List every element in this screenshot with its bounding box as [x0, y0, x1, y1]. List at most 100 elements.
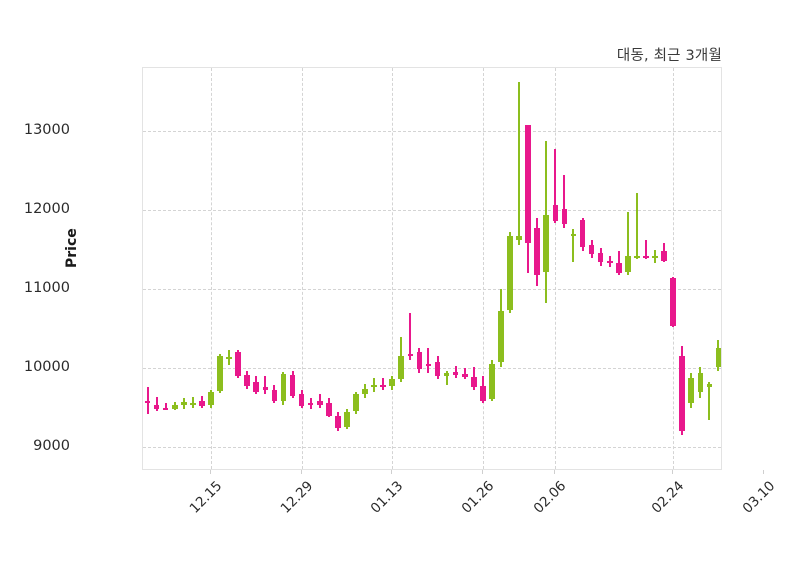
- candle-wick: [427, 347, 430, 373]
- y-tick-label: 13000: [23, 122, 70, 139]
- gridline-y-11000: [143, 289, 721, 291]
- candle-body: [588, 245, 595, 255]
- candle-body: [362, 388, 368, 394]
- y-tick-label: 11000: [23, 280, 70, 297]
- candle-body: [226, 357, 232, 360]
- candle-body: [480, 386, 486, 401]
- candle-body: [597, 252, 604, 263]
- candle-body: [697, 373, 704, 392]
- candle-body: [688, 377, 695, 404]
- candle-body: [498, 311, 504, 362]
- gridline-y-9000: [143, 447, 721, 449]
- candle-body: [262, 387, 269, 391]
- candle-body: [606, 260, 613, 264]
- candle-body: [516, 235, 522, 241]
- candle-body: [715, 347, 721, 367]
- candle-body: [389, 379, 396, 387]
- candle-body: [162, 407, 169, 410]
- candle-body: [144, 401, 151, 404]
- x-tick-mark: [481, 470, 483, 474]
- candle-body: [316, 401, 323, 405]
- candle-wick: [563, 175, 566, 228]
- gridline-x-01.13: [392, 68, 394, 469]
- x-tick-label: 01.13: [367, 478, 407, 517]
- candle-body: [271, 390, 278, 402]
- candle-body: [289, 374, 296, 396]
- x-tick-label: 03.10: [739, 478, 779, 517]
- candle-body: [625, 256, 631, 272]
- gridline-y-12000: [143, 210, 721, 212]
- x-tick-mark: [209, 470, 211, 474]
- candle-wick: [264, 376, 267, 394]
- candle-body: [552, 205, 559, 222]
- candle-body: [661, 251, 667, 261]
- candle-wick: [617, 251, 620, 276]
- gridline-y-10000: [143, 368, 721, 370]
- gridline-y-13000: [143, 131, 721, 133]
- candle-body: [180, 402, 187, 406]
- candle-body: [416, 352, 423, 370]
- candle-body: [452, 372, 459, 375]
- candle-body: [190, 403, 196, 406]
- gridline-x-02.06: [555, 68, 557, 469]
- candle-body: [706, 384, 713, 388]
- candle-body: [634, 256, 640, 259]
- candle-wick: [409, 312, 412, 361]
- candle-body: [443, 373, 450, 377]
- candle-body: [561, 208, 568, 225]
- candle-body: [407, 354, 414, 357]
- candle-body: [344, 411, 350, 427]
- y-axis-label: Price: [64, 228, 80, 268]
- candle-body: [398, 355, 405, 379]
- x-tick-label: 01.26: [458, 478, 498, 517]
- candle-body: [280, 373, 287, 402]
- x-tick-label: 12.29: [277, 478, 316, 517]
- candle-wick: [445, 370, 448, 385]
- candle-body: [353, 394, 359, 411]
- x-tick-mark: [300, 470, 302, 474]
- candle-body: [371, 384, 377, 388]
- candle-body: [679, 355, 686, 432]
- candle-body: [253, 381, 260, 392]
- y-tick-label: 10000: [23, 359, 70, 376]
- x-tick-label: 02.24: [648, 478, 688, 517]
- candle-body: [652, 256, 658, 259]
- candle-body: [579, 219, 586, 247]
- candle-wick: [454, 365, 457, 378]
- candle-body: [570, 233, 577, 236]
- candle-body: [643, 256, 649, 259]
- candle-wick: [318, 393, 321, 408]
- candle-body: [470, 376, 477, 388]
- candle-body: [425, 363, 432, 366]
- candle-body: [171, 405, 178, 409]
- candle-wick: [572, 229, 575, 263]
- candle-wick: [191, 396, 194, 408]
- y-tick-label: 9000: [33, 438, 70, 455]
- candle-wick: [554, 148, 557, 223]
- candle-body: [380, 384, 386, 388]
- candle-body: [307, 403, 314, 406]
- candle-body: [244, 375, 251, 386]
- candle-wick: [382, 377, 385, 390]
- candle-wick: [635, 192, 638, 260]
- candle-body: [153, 404, 160, 410]
- candle-body: [525, 124, 531, 244]
- candle-body: [199, 401, 205, 407]
- candle-body: [208, 391, 214, 406]
- x-tick-label: 02.06: [531, 478, 570, 517]
- candle-wick: [518, 82, 521, 245]
- x-tick-mark: [391, 470, 393, 474]
- candle-wick: [626, 211, 629, 276]
- candle-body: [489, 363, 495, 400]
- chart-title: 대동, 최근 3개월: [616, 48, 722, 64]
- gridline-x-12.15: [210, 68, 212, 469]
- x-tick-mark: [762, 470, 764, 474]
- candle-body: [461, 373, 468, 377]
- candle-body: [615, 263, 622, 274]
- candle-body: [534, 227, 541, 276]
- candle-wick: [146, 387, 149, 415]
- candle-body: [217, 356, 223, 392]
- candle-body: [507, 235, 513, 310]
- candle-wick: [708, 382, 711, 421]
